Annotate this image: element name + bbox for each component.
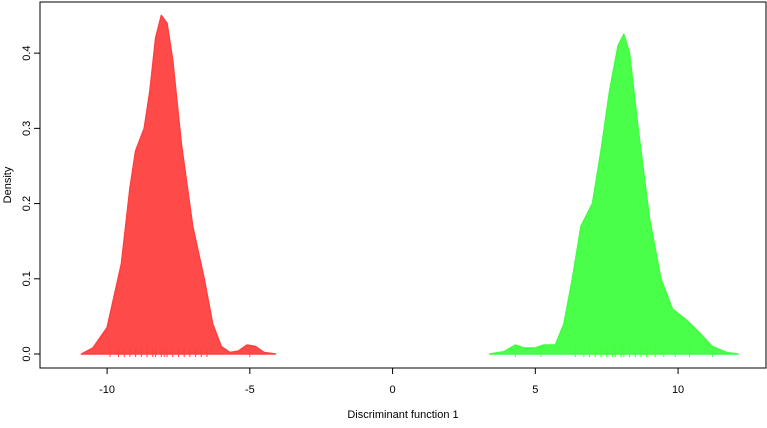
y-tick-label: 0.2 [21,196,33,211]
density-area [488,33,739,355]
x-tick-label: -5 [245,384,255,396]
y-tick-label: 0.0 [21,346,33,361]
y-tick-label: 0.1 [21,271,33,286]
y-axis-title: Density [2,166,14,203]
x-tick-label: 0 [390,384,396,396]
density-area [80,14,277,355]
x-tick-label: -10 [99,384,115,396]
plot-frame [39,1,767,369]
x-tick-label: 10 [672,384,684,396]
y-tick-label: 0.3 [21,121,33,136]
x-axis-title: Discriminant function 1 [347,409,458,421]
y-tick-label: 0.4 [21,45,33,60]
x-tick-label: 5 [532,384,538,396]
